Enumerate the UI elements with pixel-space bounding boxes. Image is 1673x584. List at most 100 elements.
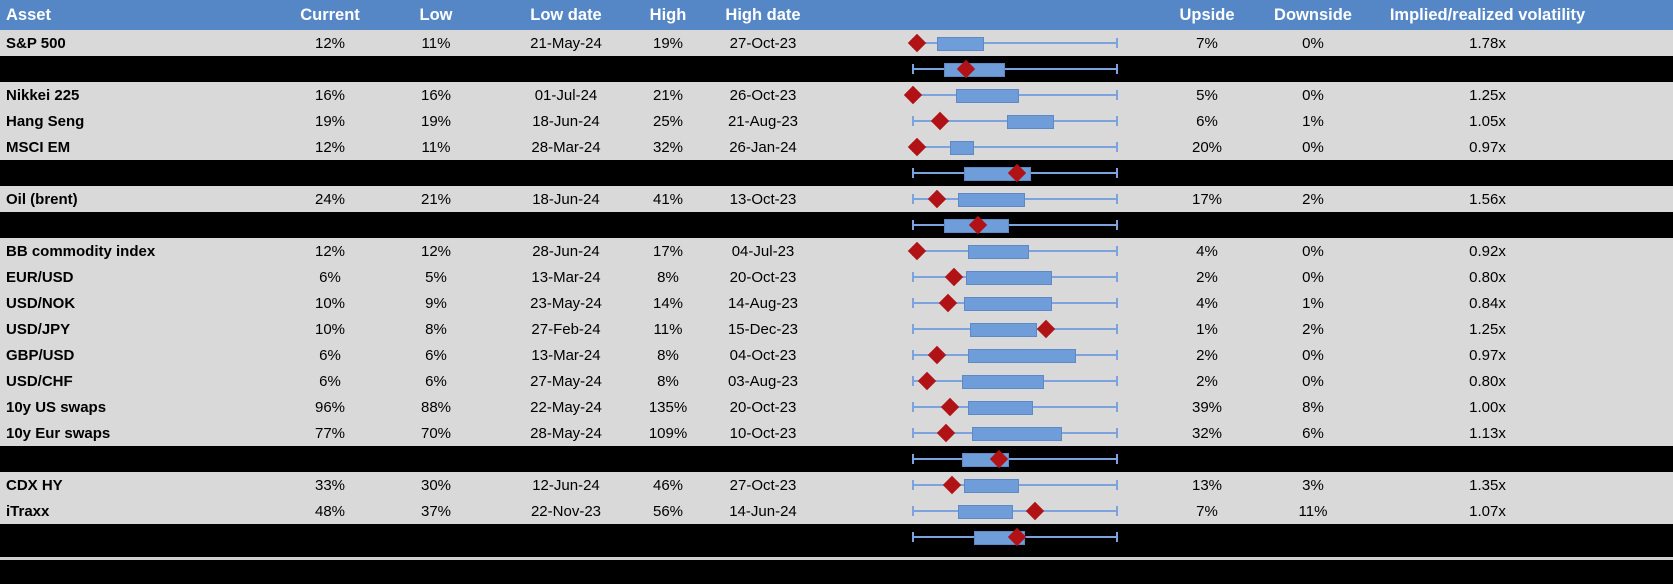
cell-downside: 1% [1302, 112, 1324, 130]
cell-current: 10% [314, 294, 346, 312]
cell-implied: 0.92x [1469, 242, 1506, 260]
box-plot [912, 290, 1118, 316]
table-row: BB commodity index 12% 12% 28-Jun-24 17% 04-J… [0, 238, 1673, 264]
cell-asset: Hang Seng [6, 112, 85, 130]
whisker-cap-right [1116, 38, 1118, 48]
cell-current: 77% [314, 424, 346, 442]
cell-implied: 1.25x [1469, 320, 1506, 338]
whisker-cap-right [1116, 480, 1118, 490]
cell-asset: 10y US swaps [6, 398, 107, 416]
current-value-diamond-marker [942, 475, 961, 495]
cell-upside: 1% [1196, 320, 1218, 338]
cell-upside: 13% [1191, 476, 1223, 494]
header-cell-upside: Upside [1179, 5, 1235, 24]
current-value-diamond-marker [918, 371, 937, 391]
range-box [966, 271, 1052, 285]
whisker-cap-left [912, 194, 914, 204]
whisker-line [913, 510, 1117, 512]
cell-current: 33% [314, 476, 346, 494]
whisker-cap-left [912, 376, 914, 386]
range-box [968, 349, 1077, 363]
box-plot [912, 108, 1118, 134]
cell-downside: 0% [1302, 34, 1324, 52]
cell-asset: EUR/USD [6, 268, 74, 286]
whisker-cap-left [912, 402, 914, 412]
cell-low: 12% [420, 242, 452, 260]
range-box [968, 245, 1030, 259]
cell-downside: 0% [1302, 138, 1324, 156]
header-cell-implied: Implied/realized volatility [1389, 5, 1586, 24]
cell-low_date: 01-Jul-24 [534, 86, 598, 104]
cell-low: 11% [421, 34, 451, 52]
box-plot [912, 472, 1118, 498]
range-box [972, 427, 1062, 441]
current-value-diamond-marker [1026, 501, 1045, 521]
whisker-line [913, 68, 1117, 70]
cell-high: 56% [652, 502, 684, 520]
table-row: USD/NOK 10% 9% 23-May-24 14% 14-Aug-23 4% 1% 0.8… [0, 290, 1673, 316]
cell-asset: GBP/USD [6, 346, 75, 364]
cell-low_date: 13-Mar-24 [531, 268, 601, 286]
current-value-diamond-marker [928, 345, 947, 365]
cell-asset: iTraxx [6, 502, 50, 520]
cell-asset: USD/JPY [6, 320, 71, 338]
range-box [970, 323, 1038, 337]
box-plot [912, 212, 1118, 238]
whisker-line [913, 224, 1117, 226]
cell-upside: 4% [1196, 294, 1218, 312]
box-plot [912, 446, 1118, 472]
cell-current: 6% [319, 372, 341, 390]
box-plot [912, 394, 1118, 420]
cell-low: 88% [420, 398, 452, 416]
footer-divider-line [0, 557, 1673, 560]
range-box [955, 89, 1020, 103]
table-row: Oil (brent) 24% 21% 18-Jun-24 41% 13-Oct-23 17… [0, 186, 1673, 212]
table-row: GBP/USD 6% 6% 13-Mar-24 8% 04-Oct-23 2% 0% 0.97x [0, 342, 1673, 368]
cell-high: 41% [652, 190, 684, 208]
whisker-cap-left [912, 480, 914, 490]
cell-implied: 0.80x [1469, 372, 1506, 390]
whisker-cap-right [1116, 506, 1118, 516]
separator-row [0, 446, 1673, 472]
header-cell-low_date: Low date [530, 5, 602, 24]
cell-downside: 1% [1302, 294, 1324, 312]
whisker-cap-left [912, 64, 914, 74]
cell-upside: 7% [1196, 34, 1218, 52]
cell-implied: 1.00x [1469, 398, 1506, 416]
table-row: iTraxx 48% 37% 22-Nov-23 56% 14-Jun-24 7% 11% 1.… [0, 498, 1673, 524]
range-box [957, 505, 1013, 519]
cell-high_date: 14-Aug-23 [727, 294, 799, 312]
separator-row [0, 524, 1673, 550]
whisker-cap-right [1116, 376, 1118, 386]
cell-low_date: 18-Jun-24 [532, 112, 600, 130]
cell-asset: Oil (brent) [6, 190, 78, 208]
whisker-cap-left [912, 220, 914, 230]
whisker-cap-left [912, 168, 914, 178]
current-value-diamond-marker [936, 423, 955, 443]
cell-upside: 2% [1196, 268, 1218, 286]
cell-downside: 2% [1302, 190, 1324, 208]
cell-implied: 0.80x [1469, 268, 1506, 286]
cell-upside: 20% [1191, 138, 1223, 156]
cell-low: 8% [425, 320, 447, 338]
cell-low_date: 21-May-24 [530, 34, 602, 52]
cell-current: 24% [314, 190, 346, 208]
footer-band [0, 550, 1673, 584]
box-plot [912, 368, 1118, 394]
whisker-cap-right [1116, 350, 1118, 360]
cell-high_date: 27-Oct-23 [729, 476, 797, 494]
cell-implied: 1.07x [1469, 502, 1506, 520]
cell-high: 32% [652, 138, 684, 156]
box-plot [907, 30, 1118, 56]
cell-downside: 8% [1302, 398, 1324, 416]
whisker-line [913, 146, 1117, 148]
cell-implied: 0.97x [1469, 138, 1506, 156]
cell-high_date: 26-Jan-24 [729, 138, 797, 156]
cell-downside: 0% [1302, 372, 1324, 390]
box-plot [907, 134, 1118, 160]
cell-high: 8% [657, 346, 679, 364]
cell-upside: 17% [1191, 190, 1223, 208]
range-box [949, 141, 975, 155]
cell-implied: 0.84x [1469, 294, 1506, 312]
cell-upside: 39% [1191, 398, 1223, 416]
